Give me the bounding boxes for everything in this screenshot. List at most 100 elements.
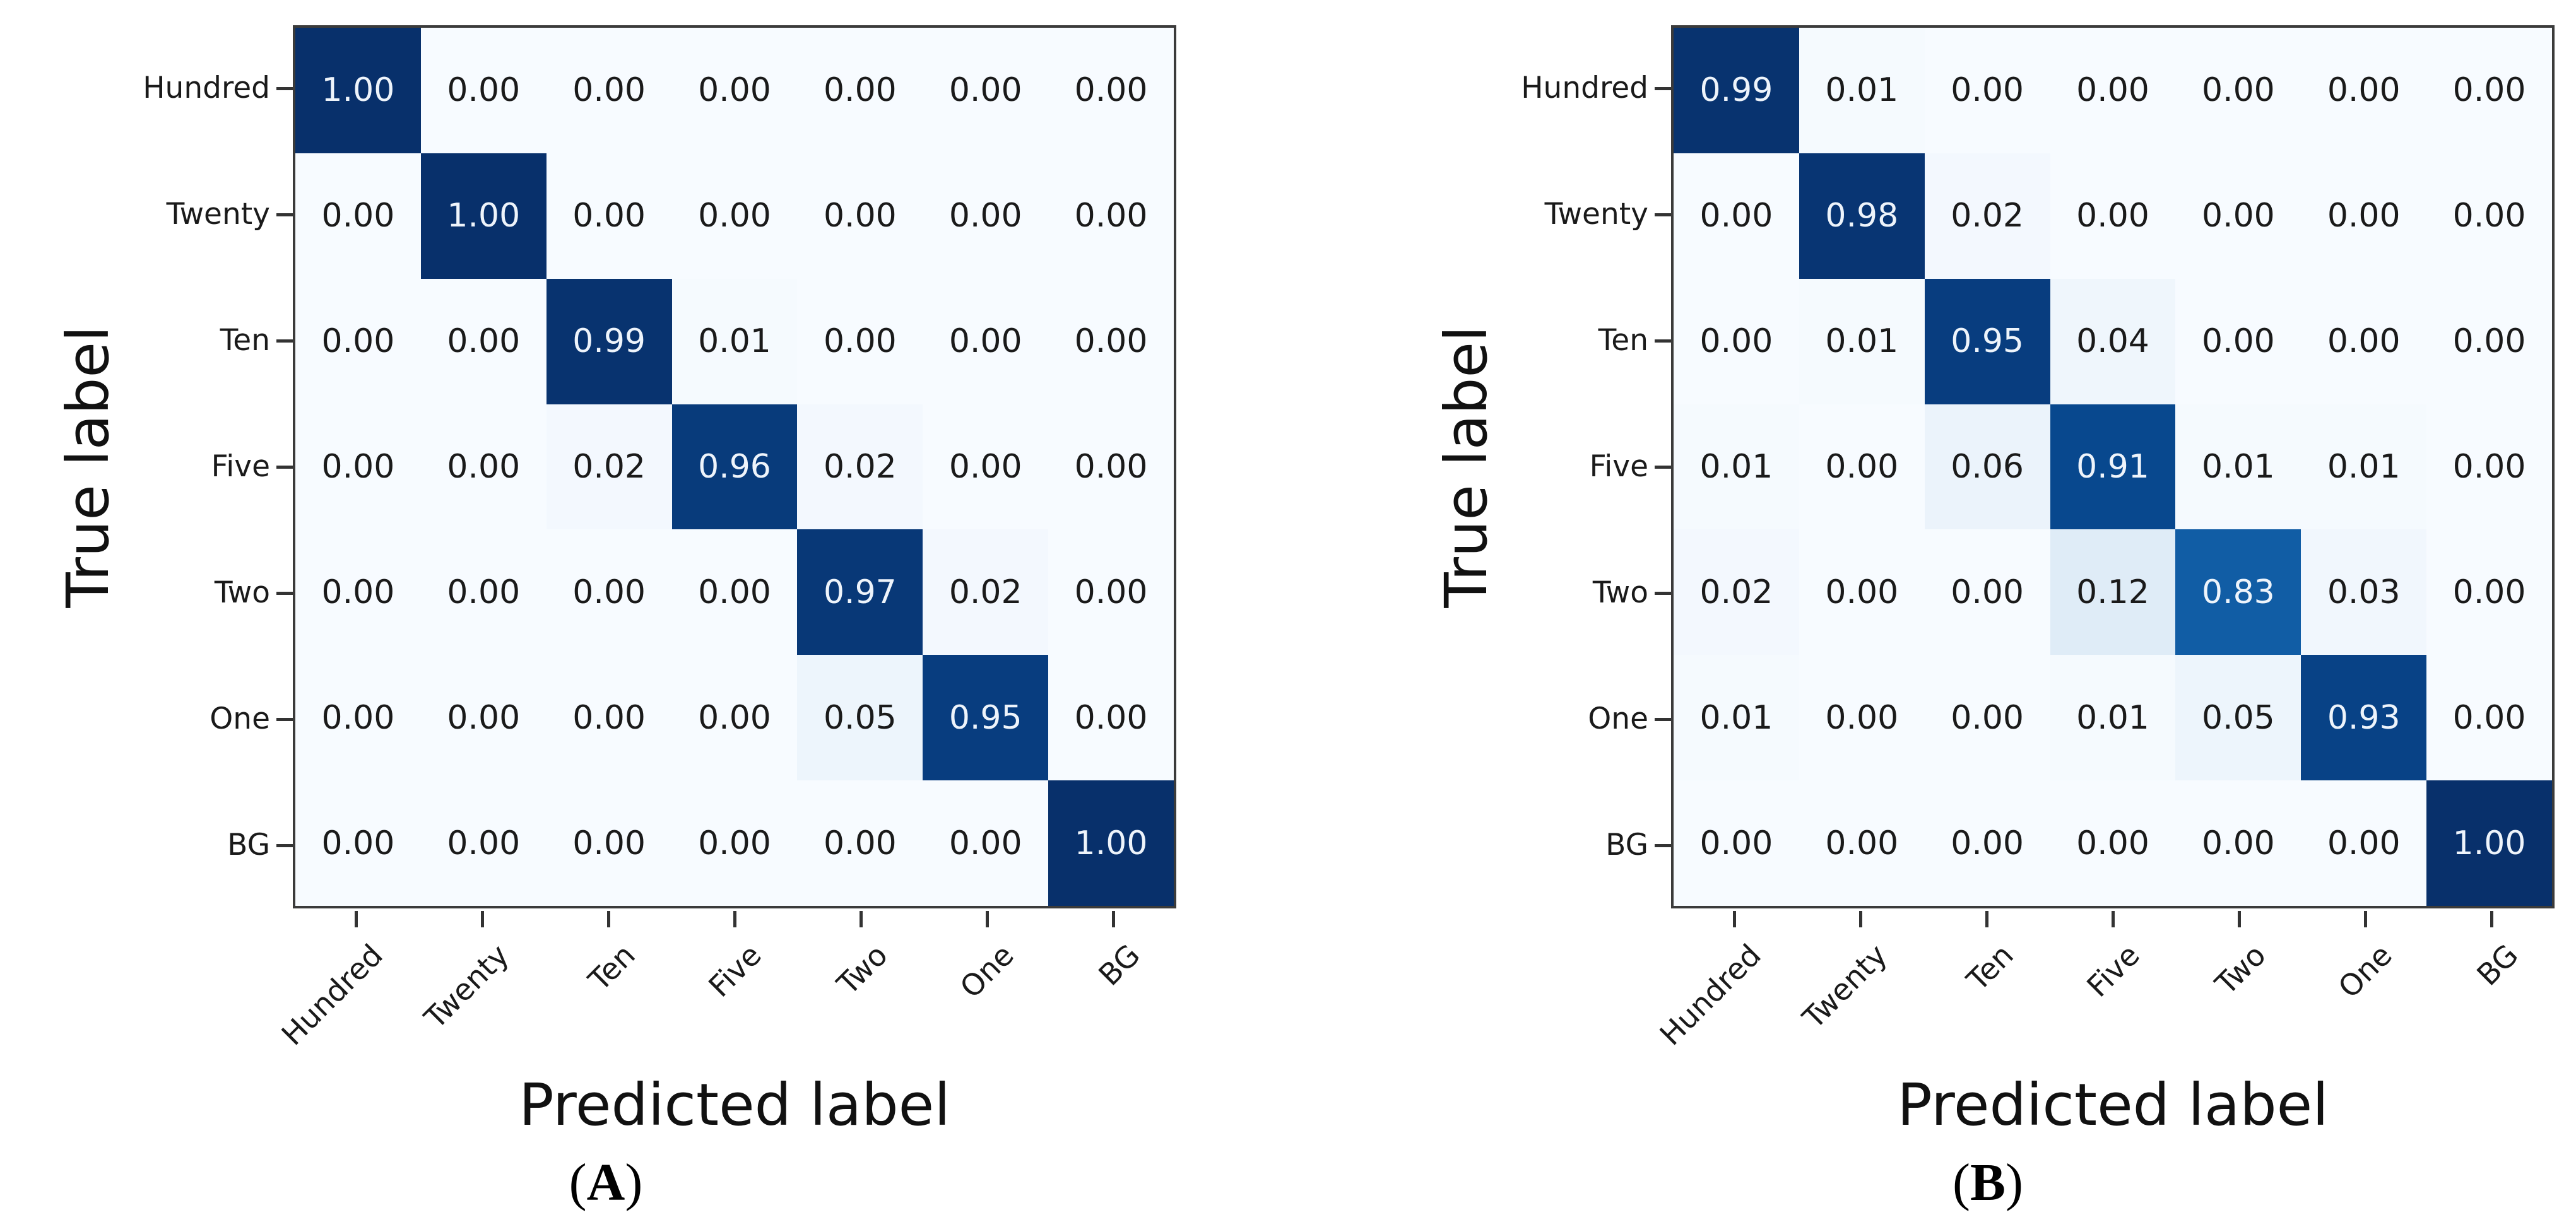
y-tick-label-bg: BG [227,828,270,862]
y-tick-label-twenty: Twenty [166,197,270,232]
matrix-cell-b-two-bg: 0.00 [2426,529,2552,655]
x-tickmark [355,911,358,927]
y-tick-label-one: One [1588,702,1648,736]
matrix-cell-b-twenty-two: 0.00 [2175,153,2301,279]
y-tick-label-hundred: Hundred [1521,71,1648,105]
matrix-cell-a-ten-two: 0.00 [797,278,923,404]
matrix-cell-a-five-ten: 0.02 [546,404,672,530]
matrix-cell-b-five-five: 0.91 [2050,404,2176,530]
matrix-cell-a-five-two: 0.02 [797,404,923,530]
x-tickmark [860,911,863,927]
matrix-cell-b-two-two: 0.83 [2175,529,2301,655]
matrix-cell-a-two-hundred: 0.00 [295,529,421,655]
y-tickmark [1655,844,1671,847]
matrix-cell-a-one-one: 0.95 [923,655,1049,781]
matrix-cell-b-bg-hundred: 0.00 [1674,780,1799,906]
matrix-cell-b-bg-ten: 0.00 [1924,780,2050,906]
matrix-cell-a-twenty-five: 0.00 [671,153,798,279]
x-tickmark [2364,911,2367,927]
panel-caption-b: (B) [1799,1152,2177,1213]
matrix-cell-a-hundred-one: 0.00 [923,28,1049,153]
heatmap-panel-b: 0.99 0.01 0.00 0.00 0.00 0.00 0.00 0.00 0.98 0.02… [1671,25,2555,908]
y-tickmark [276,844,293,847]
y-tick-label-hundred: Hundred [143,71,270,105]
matrix-cell-a-hundred-two: 0.00 [797,28,923,153]
matrix-cell-a-two-bg: 0.00 [1048,529,1174,655]
matrix-cell-b-bg-five: 0.00 [2050,780,2176,906]
matrix-cell-a-bg-bg: 1.00 [1048,780,1174,906]
matrix-cell-a-two-two: 0.97 [797,529,923,655]
x-tickmark [2238,911,2241,927]
matrix-cell-a-hundred-twenty: 0.00 [420,28,547,153]
matrix-cell-b-hundred-two: 0.00 [2175,28,2301,153]
matrix-cell-b-five-hundred: 0.01 [1674,404,1799,530]
y-tickmark [276,466,293,469]
x-tickmark [2490,911,2493,927]
matrix-cell-a-twenty-one: 0.00 [923,153,1049,279]
matrix-cell-b-twenty-five: 0.00 [2050,153,2176,279]
caption-open-paren: ( [1953,1153,1970,1212]
matrix-cell-a-five-five: 0.96 [671,404,798,530]
matrix-cell-a-one-hundred: 0.00 [295,655,421,781]
matrix-cell-a-one-five: 0.00 [671,655,798,781]
matrix-cell-a-twenty-two: 0.00 [797,153,923,279]
matrix-cell-b-hundred-ten: 0.00 [1924,28,2050,153]
y-tickmark [276,87,293,90]
matrix-cell-b-one-bg: 0.00 [2426,655,2552,781]
matrix-cell-b-hundred-five: 0.00 [2050,28,2176,153]
matrix-cell-a-two-twenty: 0.00 [420,529,547,655]
x-tickmark [1859,911,1862,927]
y-tickmark [1655,87,1671,90]
matrix-cell-b-one-twenty: 0.00 [1799,655,1925,781]
matrix-cell-a-hundred-five: 0.00 [671,28,798,153]
matrix-cell-b-two-one: 0.03 [2301,529,2427,655]
matrix-cell-a-bg-hundred: 0.00 [295,780,421,906]
y-tick-label-five: Five [211,449,270,484]
matrix-cell-b-hundred-twenty: 0.01 [1799,28,1925,153]
matrix-cell-a-bg-twenty: 0.00 [420,780,547,906]
y-tickmark [276,339,293,343]
matrix-cell-a-bg-one: 0.00 [923,780,1049,906]
matrix-cell-b-ten-twenty: 0.01 [1799,278,1925,404]
matrix-cell-a-ten-twenty: 0.00 [420,278,547,404]
matrix-cell-b-two-five: 0.12 [2050,529,2176,655]
matrix-cell-a-five-bg: 0.00 [1048,404,1174,530]
y-tick-label-ten: Ten [220,323,270,358]
y-tickmark [276,592,293,595]
y-tick-label-two: Two [1592,575,1648,610]
matrix-cell-a-two-five: 0.00 [671,529,798,655]
matrix-cell-a-one-twenty: 0.00 [420,655,547,781]
matrix-cell-b-five-one: 0.01 [2301,404,2427,530]
matrix-cell-b-twenty-twenty: 0.98 [1799,153,1925,279]
matrix-cell-a-bg-two: 0.00 [797,780,923,906]
caption-close-paren: ) [625,1153,643,1212]
y-tickmark [1655,339,1671,343]
x-tickmark [607,911,610,927]
caption-letter: B [1970,1153,2006,1212]
matrix-cell-a-twenty-ten: 0.00 [546,153,672,279]
matrix-cell-b-one-five: 0.01 [2050,655,2176,781]
matrix-cell-a-ten-ten: 0.99 [546,278,672,404]
matrix-cell-b-twenty-bg: 0.00 [2426,153,2552,279]
matrix-cell-b-ten-hundred: 0.00 [1674,278,1799,404]
heatmap-panel-a: 1.00 0.00 0.00 0.00 0.00 0.00 0.00 0.00 1.00 0.00… [293,25,1176,908]
caption-letter: A [586,1153,625,1212]
y-tickmark [276,213,293,216]
matrix-cell-a-bg-ten: 0.00 [546,780,672,906]
matrix-cell-b-ten-one: 0.00 [2301,278,2427,404]
x-axis-title-b: Predicted label [1897,1071,2329,1139]
matrix-cell-a-one-ten: 0.00 [546,655,672,781]
matrix-cell-a-five-hundred: 0.00 [295,404,421,530]
matrix-cell-b-one-two: 0.05 [2175,655,2301,781]
matrix-cell-b-five-ten: 0.06 [1924,404,2050,530]
matrix-cell-a-twenty-twenty: 1.00 [420,153,547,279]
x-tickmark [733,911,736,927]
x-tickmark [1733,911,1736,927]
y-tickmark [276,718,293,721]
matrix-cell-b-bg-twenty: 0.00 [1799,780,1925,906]
matrix-cell-a-twenty-hundred: 0.00 [295,153,421,279]
y-tickmark [1655,466,1671,469]
x-tickmark [481,911,484,927]
matrix-cell-b-five-two: 0.01 [2175,404,2301,530]
